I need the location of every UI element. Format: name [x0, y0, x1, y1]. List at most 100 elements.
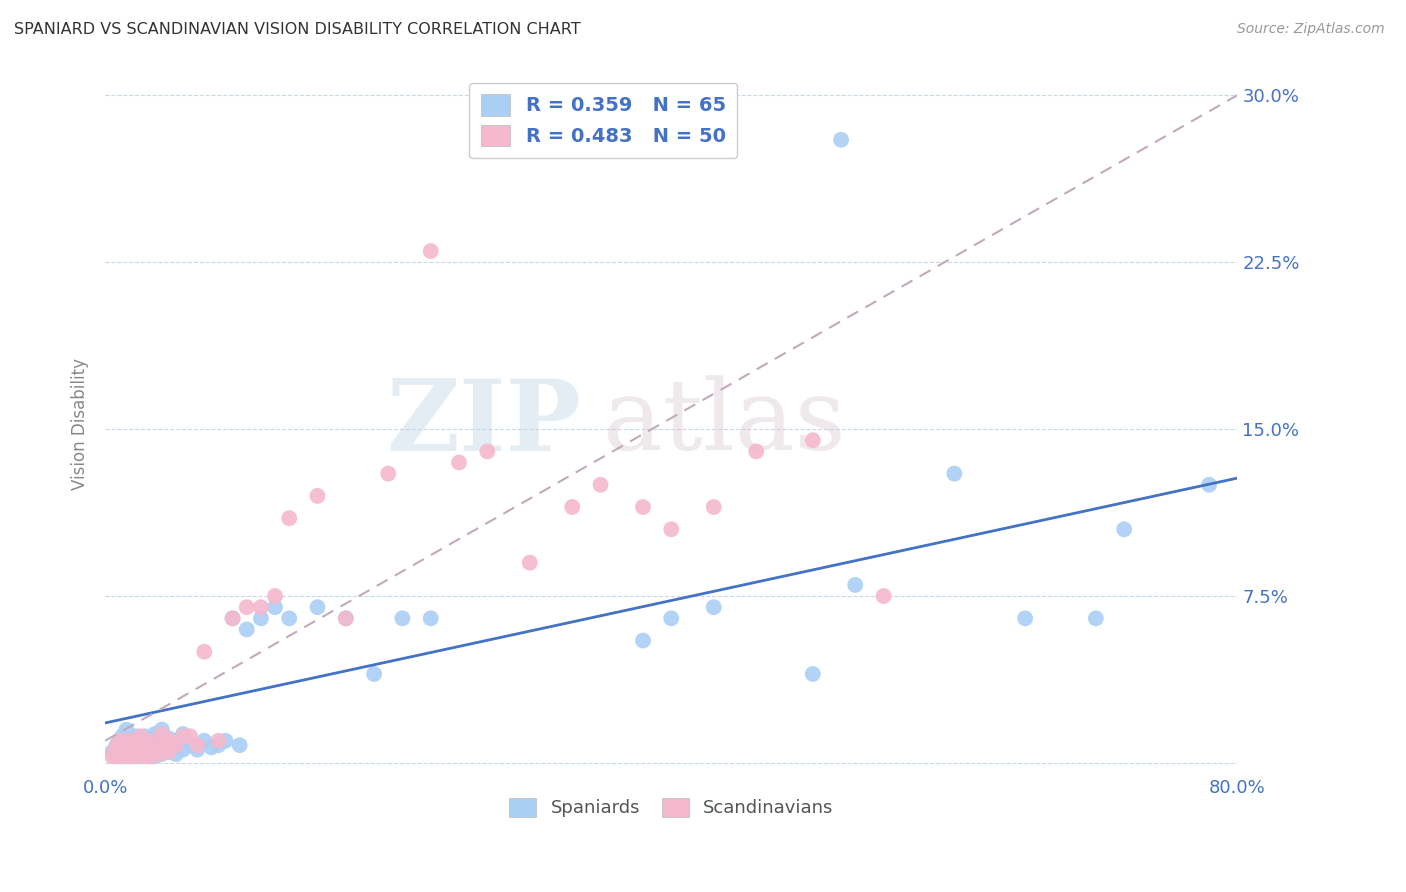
Point	[111, 745, 134, 759]
Point	[111, 749, 134, 764]
Point	[125, 749, 148, 764]
Point	[172, 742, 194, 756]
Point	[172, 727, 194, 741]
Point	[872, 589, 894, 603]
Point	[115, 749, 138, 764]
Point	[186, 742, 208, 756]
Point	[631, 500, 654, 514]
Point	[143, 742, 166, 756]
Point	[111, 729, 134, 743]
Point	[108, 733, 131, 747]
Point	[101, 749, 124, 764]
Point	[115, 733, 138, 747]
Point	[703, 500, 725, 514]
Point	[519, 556, 541, 570]
Point	[115, 723, 138, 737]
Point	[105, 749, 128, 764]
Point	[377, 467, 399, 481]
Point	[589, 477, 612, 491]
Point	[139, 745, 162, 759]
Point	[157, 733, 180, 747]
Point	[221, 611, 243, 625]
Point	[250, 600, 273, 615]
Point	[659, 522, 682, 536]
Text: Source: ZipAtlas.com: Source: ZipAtlas.com	[1237, 22, 1385, 37]
Point	[631, 633, 654, 648]
Point	[134, 745, 156, 759]
Point	[125, 729, 148, 743]
Point	[125, 745, 148, 759]
Point	[221, 611, 243, 625]
Point	[136, 733, 159, 747]
Point	[235, 623, 257, 637]
Point	[335, 611, 357, 625]
Point	[150, 723, 173, 737]
Point	[193, 645, 215, 659]
Point	[129, 729, 152, 743]
Point	[115, 738, 138, 752]
Point	[561, 500, 583, 514]
Point	[162, 738, 184, 752]
Point	[157, 745, 180, 759]
Point	[228, 738, 250, 752]
Point	[186, 738, 208, 752]
Point	[122, 745, 145, 759]
Point	[179, 738, 201, 752]
Point	[165, 738, 187, 752]
Point	[193, 733, 215, 747]
Legend: Spaniards, Scandinavians: Spaniards, Scandinavians	[502, 791, 841, 825]
Point	[104, 742, 127, 756]
Point	[143, 749, 166, 764]
Point	[136, 736, 159, 750]
Point	[129, 742, 152, 756]
Text: SPANIARD VS SCANDINAVIAN VISION DISABILITY CORRELATION CHART: SPANIARD VS SCANDINAVIAN VISION DISABILI…	[14, 22, 581, 37]
Point	[278, 511, 301, 525]
Point	[150, 736, 173, 750]
Point	[419, 611, 441, 625]
Point	[150, 727, 173, 741]
Point	[108, 733, 131, 747]
Point	[703, 600, 725, 615]
Point	[1014, 611, 1036, 625]
Point	[143, 740, 166, 755]
Point	[139, 731, 162, 746]
Point	[122, 733, 145, 747]
Point	[1084, 611, 1107, 625]
Y-axis label: Vision Disability: Vision Disability	[72, 358, 89, 490]
Point	[150, 747, 173, 761]
Point	[165, 747, 187, 761]
Point	[148, 745, 170, 759]
Point	[108, 745, 131, 759]
Point	[264, 589, 287, 603]
Point	[141, 749, 163, 764]
Point	[157, 745, 180, 759]
Point	[307, 489, 329, 503]
Point	[134, 729, 156, 743]
Point	[307, 600, 329, 615]
Point	[801, 667, 824, 681]
Point	[943, 467, 966, 481]
Point	[153, 740, 176, 755]
Point	[157, 731, 180, 746]
Point	[745, 444, 768, 458]
Point	[122, 733, 145, 747]
Point	[108, 749, 131, 764]
Point	[830, 133, 852, 147]
Point	[115, 745, 138, 759]
Point	[335, 611, 357, 625]
Point	[120, 745, 142, 759]
Text: atlas: atlas	[603, 376, 846, 472]
Point	[136, 745, 159, 759]
Point	[148, 747, 170, 761]
Point	[129, 738, 152, 752]
Point	[419, 244, 441, 258]
Point	[105, 738, 128, 752]
Point	[165, 733, 187, 747]
Point	[143, 727, 166, 741]
Point	[150, 738, 173, 752]
Point	[278, 611, 301, 625]
Point	[122, 749, 145, 764]
Text: ZIP: ZIP	[385, 375, 581, 472]
Point	[659, 611, 682, 625]
Point	[477, 444, 499, 458]
